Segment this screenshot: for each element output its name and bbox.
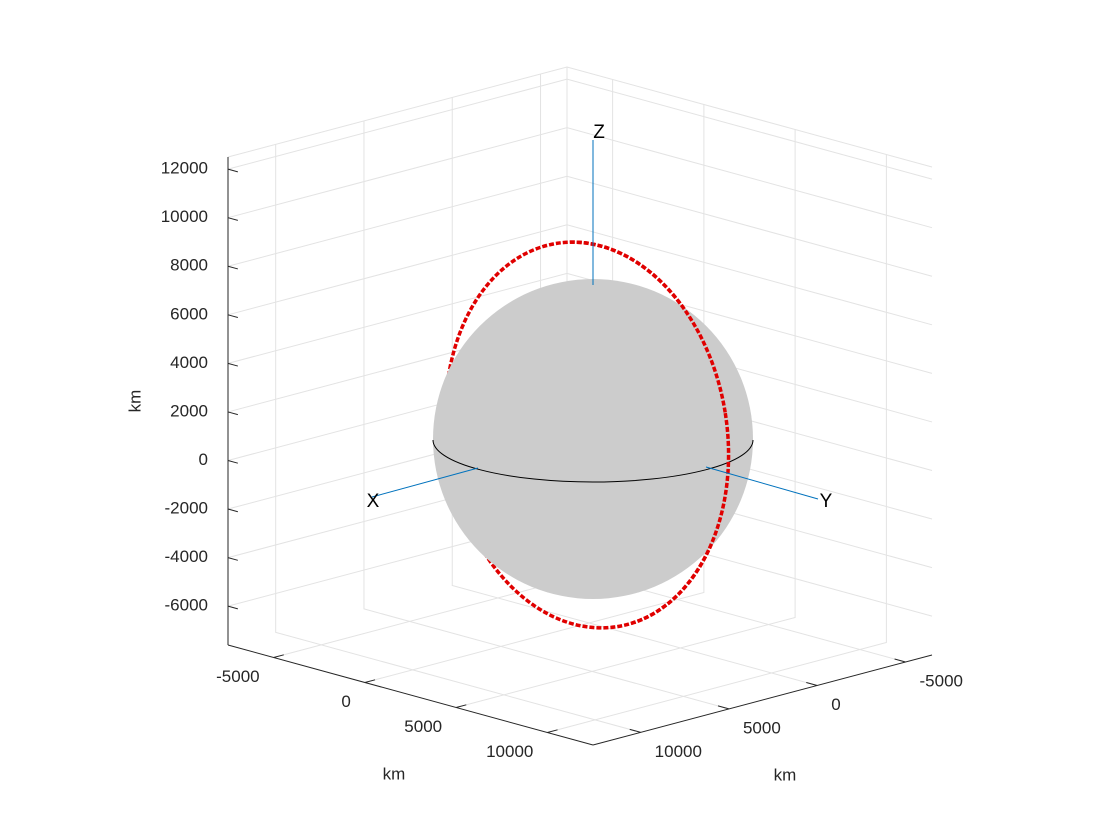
grid-line [227, 175, 933, 277]
axis-name: Z [593, 122, 605, 143]
y-tick [629, 728, 641, 733]
y-tick-label: -5000 [920, 672, 963, 691]
x-tick-label: 5000 [404, 717, 442, 736]
x-tick-label: 10000 [486, 742, 533, 761]
z-axis-label: km [125, 390, 144, 413]
z-tick-label: -6000 [165, 596, 208, 615]
axis-name: Y [820, 491, 833, 512]
y-axis-line [705, 466, 819, 500]
x-tick [364, 679, 376, 683]
x-tick-label: -5000 [216, 667, 259, 686]
z-tick-label: 2000 [170, 401, 208, 420]
z-tick [227, 557, 238, 561]
grid [227, 66, 933, 746]
grid-line [547, 154, 887, 733]
x-axis [227, 644, 594, 746]
grid-line [451, 97, 818, 686]
z-tick-label: 8000 [170, 256, 208, 275]
grid-line [227, 127, 933, 229]
y-tick-label: 5000 [743, 718, 781, 737]
grid-line [363, 120, 730, 710]
z-tick [227, 265, 238, 270]
x-axis-line [371, 467, 479, 498]
grid-line [275, 144, 641, 733]
earth: X Y Z [367, 122, 833, 630]
z-tick [227, 508, 238, 513]
sphere [433, 279, 753, 599]
z-tick-label: 12000 [161, 159, 208, 178]
y-axis [592, 654, 933, 746]
axis-name: X [367, 491, 380, 512]
x-axis-label: km [383, 764, 406, 783]
x-tick [273, 654, 284, 658]
z-tick [227, 168, 238, 173]
y-tick [894, 658, 906, 663]
x-tick [547, 729, 558, 733]
z-tick [227, 314, 238, 318]
z-tick [227, 411, 238, 416]
y-tick [717, 705, 730, 710]
z-tick-label: 10000 [161, 207, 208, 226]
z-tick [227, 362, 238, 367]
z-tick-label: -4000 [165, 547, 208, 566]
z-tick [227, 605, 238, 610]
y-tick-label: 0 [831, 695, 840, 714]
x-tick [455, 704, 467, 708]
z-tick-label: -2000 [165, 499, 208, 518]
z-tick [227, 460, 238, 464]
z-tick-label: 6000 [170, 304, 208, 323]
grid-line [455, 129, 796, 708]
z-tick-label: 0 [199, 450, 208, 469]
x-tick-label: 0 [341, 692, 350, 711]
equator [432, 439, 754, 483]
y-axis-label: km [774, 765, 797, 784]
grid-line [364, 104, 705, 683]
z-tick [227, 217, 238, 221]
y-tick-label: 10000 [655, 742, 702, 761]
box-edge [227, 66, 933, 168]
y-tick [806, 681, 818, 686]
z-tick-label: 4000 [170, 353, 208, 372]
